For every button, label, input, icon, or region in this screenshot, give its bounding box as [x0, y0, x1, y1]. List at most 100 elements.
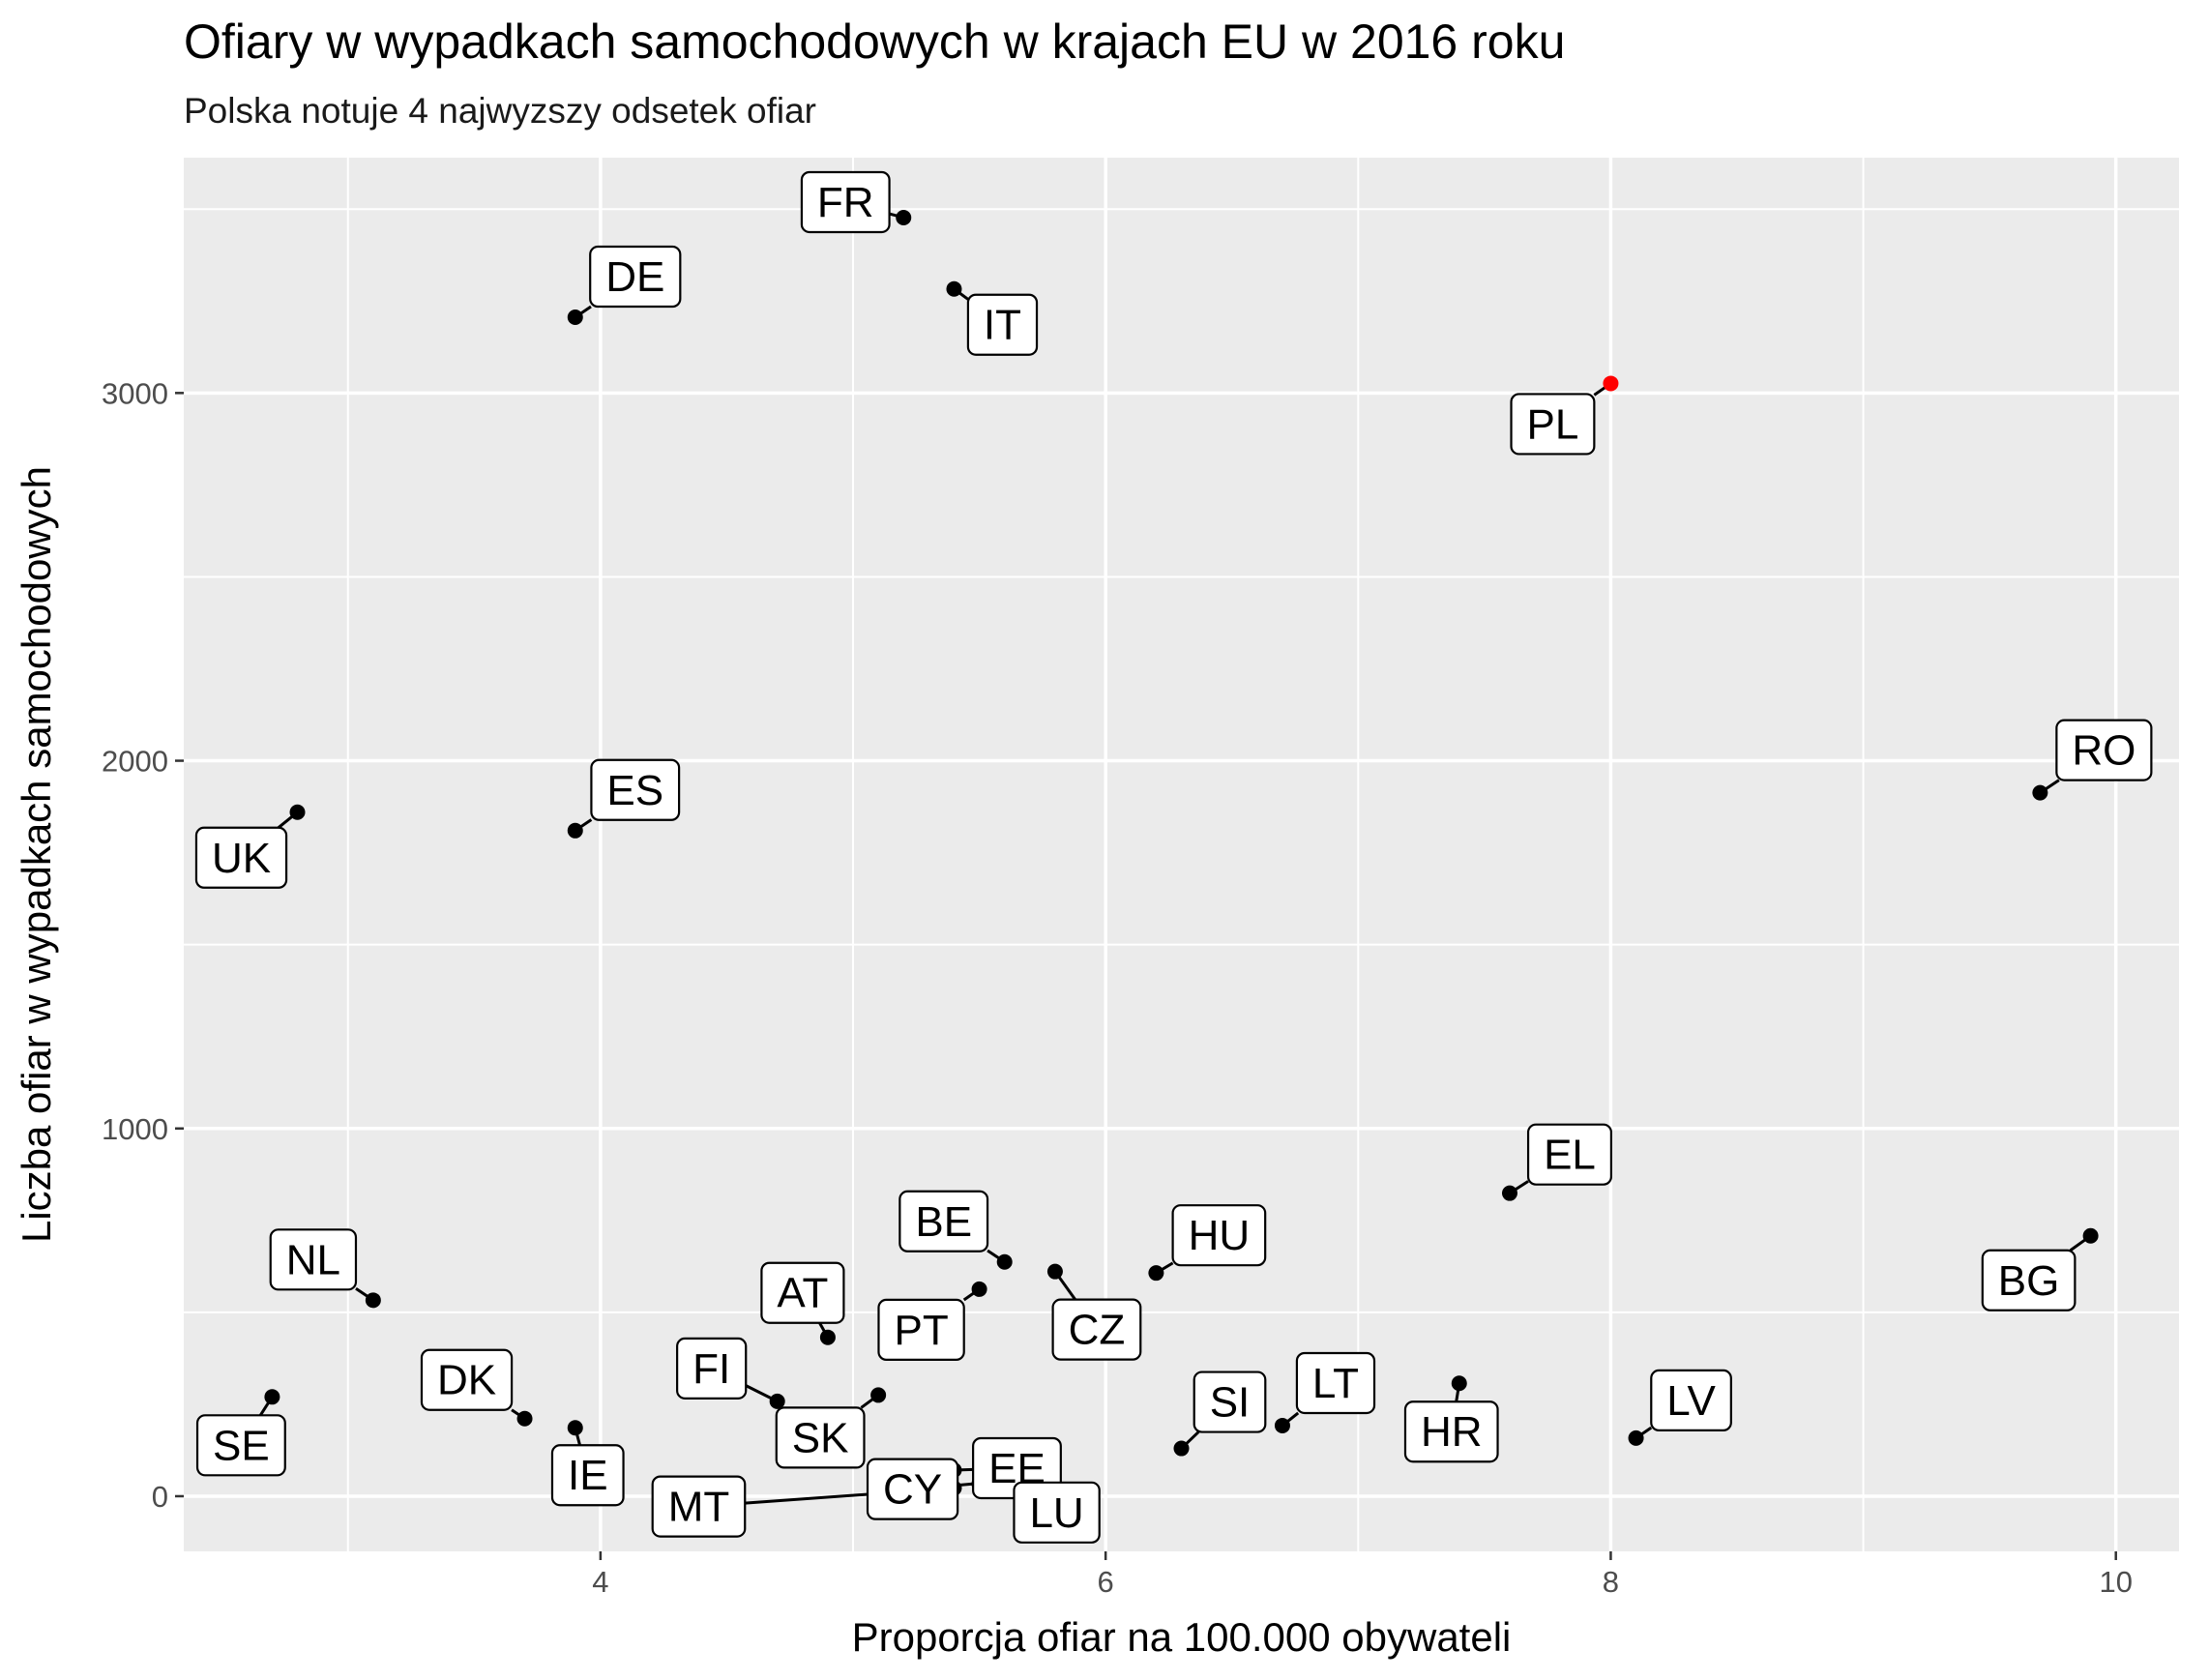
data-point-nl [365, 1292, 381, 1309]
data-point-fi [769, 1393, 785, 1409]
grid-minor [184, 158, 2179, 1551]
label-box [877, 1298, 965, 1362]
label-text: IE [568, 1452, 608, 1499]
data-point-hu [1148, 1265, 1164, 1282]
point-label-el: EL [1526, 1123, 1612, 1186]
label-text: UK [212, 835, 271, 882]
data-point-uk [289, 804, 306, 820]
label-text: DK [437, 1357, 496, 1404]
point-label-pl: PL [1510, 393, 1596, 456]
y-axis-ticks: 0 1000 2000 3000 [102, 376, 184, 1514]
data-point-si [1173, 1440, 1190, 1457]
point-label-ie: IE [550, 1444, 625, 1507]
label-box [1403, 1400, 1499, 1463]
data-point-lv [1628, 1429, 1644, 1446]
label-box [1013, 1481, 1101, 1544]
x-axis-ticks: 4 6 8 10 [592, 1551, 2133, 1599]
point-label-lt: LT [1295, 1351, 1376, 1415]
point-label-cz: CZ [1051, 1298, 1142, 1361]
label-text: BE [915, 1198, 972, 1246]
x-tick-label: 8 [1603, 1565, 1619, 1599]
label-box [966, 293, 1039, 356]
label-box [1051, 1298, 1142, 1361]
label-box [1171, 1204, 1267, 1267]
label-text: AT [777, 1270, 828, 1317]
x-tick-label: 10 [2099, 1565, 2132, 1599]
data-point-se [264, 1389, 280, 1405]
x-axis-title: Proporcja ofiar na 100.000 obywateli [852, 1614, 1512, 1660]
data-point-dk [516, 1410, 533, 1427]
y-axis-title: Liczba ofiar w wypadkach samochodowych [14, 466, 59, 1243]
y-tick-label: 2000 [102, 745, 168, 779]
data-point-pt [971, 1281, 987, 1297]
data-point-es [567, 822, 583, 839]
label-box [590, 758, 681, 821]
label-box [775, 1406, 866, 1469]
point-label-it: IT [966, 293, 1039, 356]
point-label-se: SE [195, 1414, 286, 1477]
point-label-hu: HU [1171, 1204, 1267, 1267]
label-text: RO [2072, 727, 2135, 775]
label-text: SK [792, 1414, 849, 1461]
data-point-cz [1046, 1263, 1063, 1280]
data-point-hr [1451, 1375, 1467, 1392]
point-label-de: DE [589, 245, 682, 309]
label-text: CZ [1069, 1307, 1126, 1354]
point-label-lu: LU [1013, 1481, 1101, 1544]
plot-panel [184, 158, 2179, 1551]
point-label-be: BE [898, 1190, 989, 1253]
data-point-pl [1603, 375, 1619, 392]
point-label-dk: DK [420, 1348, 514, 1411]
label-text: CY [883, 1466, 942, 1514]
data-point-sk [870, 1387, 887, 1403]
label-text: LT [1312, 1360, 1359, 1407]
point-label-nl: NL [269, 1228, 358, 1291]
data-point-ro [2032, 784, 2048, 801]
label-text: PL [1527, 400, 1579, 448]
point-label-fr: FR [800, 170, 891, 234]
label-box [866, 1458, 959, 1520]
point-label-hr: HR [1403, 1400, 1499, 1463]
label-box [676, 1337, 748, 1400]
label-text: LV [1666, 1377, 1716, 1425]
point-label-pt: PT [877, 1298, 965, 1362]
x-tick-label: 6 [1098, 1565, 1114, 1599]
label-box [589, 245, 682, 309]
label-text: HR [1421, 1408, 1483, 1456]
label-box [1526, 1123, 1612, 1186]
label-box [1981, 1249, 2076, 1312]
label-text: MT [668, 1484, 730, 1531]
label-box [269, 1228, 358, 1291]
y-tick-label: 0 [152, 1480, 168, 1514]
data-point-be [996, 1253, 1013, 1270]
label-box [898, 1190, 989, 1253]
point-label-lv: LV [1650, 1369, 1732, 1431]
label-box [195, 1414, 286, 1477]
point-label-bg: BG [1981, 1249, 2076, 1312]
data-point-ie [567, 1420, 583, 1436]
y-tick-label: 3000 [102, 376, 168, 410]
label-text: FR [817, 179, 874, 226]
x-tick-label: 4 [592, 1565, 608, 1599]
label-box [1193, 1371, 1267, 1433]
point-label-cy: CY [866, 1458, 959, 1520]
y-tick-label: 1000 [102, 1112, 168, 1146]
label-box [760, 1261, 845, 1324]
label-box [2055, 719, 2153, 781]
label-box [550, 1444, 625, 1507]
data-point-at [819, 1329, 836, 1345]
data-point-lt [1274, 1417, 1290, 1433]
label-text: DE [605, 253, 664, 301]
label-text: SE [213, 1422, 270, 1469]
label-text: FI [692, 1345, 730, 1393]
point-label-sk: SK [775, 1406, 866, 1469]
data-point-bg [2082, 1227, 2099, 1244]
label-text: ES [606, 767, 663, 814]
point-label-es: ES [590, 758, 681, 821]
label-box [420, 1348, 514, 1411]
label-box [1650, 1369, 1732, 1431]
data-point-fr [896, 209, 912, 225]
chart-title: Ofiary w wypadkach samochodowych w kraja… [184, 15, 1566, 69]
point-label-mt: MT [651, 1475, 747, 1538]
